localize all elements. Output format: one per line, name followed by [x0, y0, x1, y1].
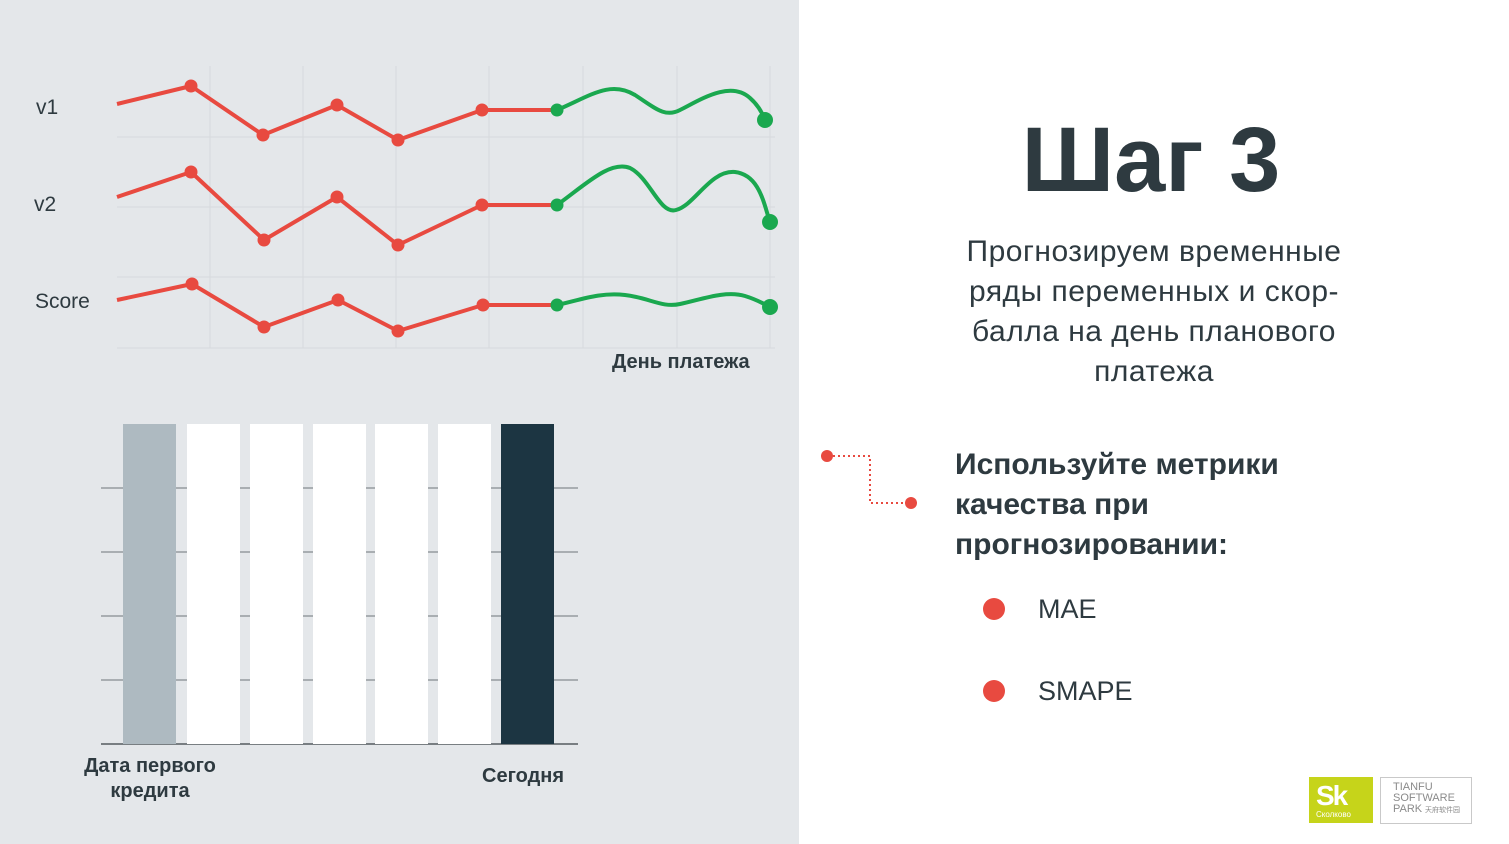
history-point [256, 128, 270, 142]
timeline-bar [438, 424, 491, 744]
metric-smape: SMAPE [1038, 676, 1133, 706]
history-point [330, 98, 344, 112]
series-label-v1: v1 [36, 96, 59, 119]
metrics-hint: Используйте метрики качества при прогноз… [955, 448, 1279, 561]
history-point [391, 133, 405, 147]
timeline-bar [123, 424, 176, 744]
connector-icon [821, 450, 917, 509]
forecast-end-point [762, 299, 778, 315]
series-label-v2: v2 [34, 193, 57, 216]
forecast-end-point [757, 112, 773, 128]
slide-title: Шаг 3 [1021, 109, 1281, 211]
history-bars-chart [101, 424, 578, 745]
timeline-bar [313, 424, 366, 744]
history-point [475, 103, 489, 117]
forecast-start-point [550, 198, 564, 212]
forecast-end-point [762, 214, 778, 230]
history-point [257, 233, 271, 247]
today-label: Сегодня [482, 765, 565, 787]
history-point [475, 198, 489, 212]
forecast-line-v2 [555, 164, 772, 224]
forecast-line-v1 [555, 86, 767, 122]
skolkovo-logo: Sk Сколково [1309, 777, 1373, 823]
content-panel: Шаг 3 Прогнозируем временные ряды переме… [799, 0, 1509, 844]
illustration-panel: v1 v2 Score День платежа Дата первого кр… [0, 0, 799, 844]
history-point [184, 79, 198, 93]
history-point [476, 298, 490, 312]
slide-subtitle: Прогнозируем временные ряды переменных и… [966, 235, 1342, 388]
timeline-bar [375, 424, 428, 744]
forecast-start-point [550, 103, 564, 117]
payment-day-label: День платежа [612, 351, 750, 373]
timeline-bar [501, 424, 554, 744]
history-point [184, 165, 198, 179]
series-label-score: Score [35, 290, 90, 313]
forecast-start-point [550, 298, 564, 312]
time-series-chart [116, 66, 778, 349]
history-point [185, 277, 199, 291]
timeline-bar [187, 424, 240, 744]
timeline-bar [250, 424, 303, 744]
forecast-line-score [555, 292, 772, 309]
history-point [331, 293, 345, 307]
bullet-icon [983, 680, 1005, 702]
history-point [330, 190, 344, 204]
first-credit-date-label: Дата первого кредита [84, 755, 216, 802]
history-point [257, 320, 271, 334]
history-point [391, 324, 405, 338]
metric-mae: MAE [1038, 594, 1097, 624]
tianfu-software-park-logo: TIANFU SOFTWARE PARK 天府软件园 [1380, 777, 1472, 824]
history-point [391, 238, 405, 252]
bullet-icon [983, 598, 1005, 620]
